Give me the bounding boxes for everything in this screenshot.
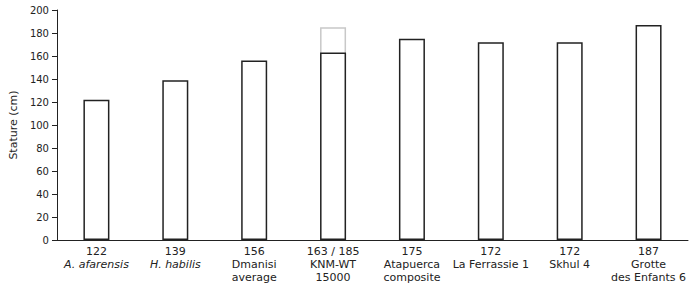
svg-text:Dmanisi: Dmanisi <box>232 258 277 271</box>
svg-text:180: 180 <box>30 28 49 39</box>
svg-text:139: 139 <box>165 245 186 258</box>
svg-text:122: 122 <box>86 245 107 258</box>
svg-text:40: 40 <box>36 189 49 200</box>
svg-text:Atapuerca: Atapuerca <box>384 258 440 271</box>
svg-text:156: 156 <box>244 245 265 258</box>
svg-text:187: 187 <box>638 245 659 258</box>
svg-text:200: 200 <box>30 5 49 16</box>
svg-text:163 / 185: 163 / 185 <box>307 245 360 258</box>
svg-text:175: 175 <box>401 245 422 258</box>
svg-text:80: 80 <box>36 143 49 154</box>
svg-text:20: 20 <box>36 212 49 223</box>
svg-text:A. afarensis: A. afarensis <box>63 258 129 271</box>
svg-text:120: 120 <box>30 97 49 108</box>
svg-text:Grotte: Grotte <box>631 258 666 271</box>
svg-text:0: 0 <box>43 235 49 246</box>
svg-text:average: average <box>232 271 277 284</box>
svg-text:KNM-WT: KNM-WT <box>310 258 356 271</box>
svg-text:composite: composite <box>383 271 440 284</box>
svg-text:172: 172 <box>559 245 580 258</box>
svg-text:172: 172 <box>480 245 501 258</box>
svg-text:15000: 15000 <box>316 271 351 284</box>
svg-text:Skhul 4: Skhul 4 <box>549 258 590 271</box>
svg-text:100: 100 <box>30 120 49 131</box>
svg-text:160: 160 <box>30 51 49 62</box>
svg-text:60: 60 <box>36 166 49 177</box>
svg-text:Stature (cm): Stature (cm) <box>7 90 20 159</box>
svg-text:La Ferrassie 1: La Ferrassie 1 <box>453 258 529 271</box>
svg-text:des Enfants 6: des Enfants 6 <box>611 271 686 284</box>
svg-text:140: 140 <box>30 74 49 85</box>
svg-text:H. habilis: H. habilis <box>150 258 201 271</box>
